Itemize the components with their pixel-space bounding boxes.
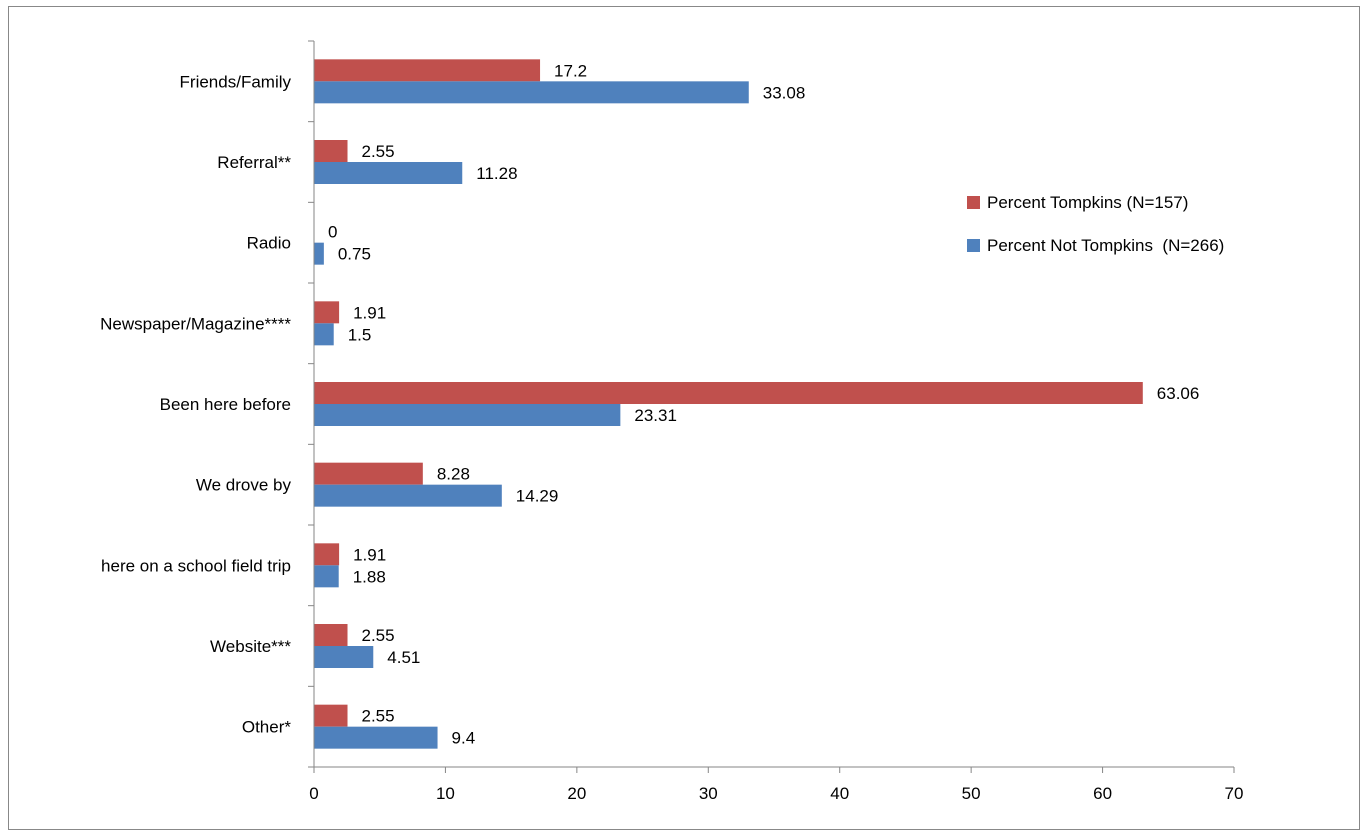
bars-group: 17.2 33.08 2.55 11.28 00.75 1.91 1.5 63.06 23.31…: [314, 59, 1200, 749]
data-label-not-tompkins-5: 14.29: [516, 487, 559, 506]
bar-tompkins-6: [314, 543, 340, 566]
x-tick-label-6: 60: [1093, 784, 1112, 803]
bar-not-tompkins-2: [314, 242, 324, 265]
data-label-tompkins-5: 8.28: [437, 465, 470, 484]
bar-tompkins-0: [314, 59, 541, 82]
data-label-tompkins-4: 63.06: [1157, 384, 1200, 403]
category-label-3: Newspaper/Magazine****: [100, 314, 291, 333]
x-tick-label-1: 10: [436, 784, 455, 803]
x-tick-label-0: 0: [309, 784, 318, 803]
bar-tompkins-4: [314, 382, 1143, 404]
bar-tompkins-8: [314, 704, 348, 727]
bar-not-tompkins-0: [314, 81, 749, 104]
bar-not-tompkins-5: [314, 484, 502, 507]
data-label-not-tompkins-6: 1.88: [353, 567, 386, 586]
bar-not-tompkins-4: [314, 404, 621, 426]
data-label-tompkins-6: 1.91: [353, 545, 386, 564]
legend-label-tompkins: Percent Tompkins (N=157): [987, 193, 1188, 212]
bar-not-tompkins-1: [314, 162, 463, 184]
data-label-not-tompkins-7: 4.51: [387, 648, 420, 667]
category-label-7: Website***: [210, 637, 291, 656]
bar-tompkins-1: [314, 140, 348, 162]
legend-label-not-tompkins: Percent Not Tompkins (N=266): [987, 236, 1224, 255]
data-label-not-tompkins-1: 11.28: [476, 164, 517, 183]
data-label-not-tompkins-0: 33.08: [763, 83, 806, 102]
chart-frame: 17.2 33.08 2.55 11.28 0 0.75 1.91 1.5 63.06 23.31…: [8, 6, 1360, 830]
legend-swatch-tompkins: [967, 196, 980, 209]
data-label-tompkins-8: 2.55: [362, 707, 395, 726]
bar-tompkins-7: [314, 624, 348, 646]
bar-chart: 17.233.082.5511.2800.751.911.563.0623.31…: [100, 40, 1244, 803]
data-label-not-tompkins-4: 23.31: [634, 406, 677, 425]
x-axis: 0 10 20 30 40 50 60 70: [308, 40, 1244, 803]
legend-swatch-not-tompkins: [967, 239, 980, 252]
data-label-tompkins-3: 1.91: [353, 303, 386, 322]
category-label-8: Other*: [242, 718, 292, 737]
category-label-5: We drove by: [196, 476, 292, 495]
bar-not-tompkins-3: [314, 323, 334, 346]
category-labels: Friends/Family Referral** Radio Newspaper/M…: [100, 72, 291, 736]
category-label-4: Been here before: [160, 395, 291, 414]
category-label-0: Friends/Family: [180, 72, 292, 91]
data-label-tompkins-7: 2.55: [362, 626, 395, 645]
bar-tompkins-5: [314, 462, 423, 485]
data-label-tompkins-0: 17.2: [554, 61, 587, 80]
bar-not-tompkins-8: [314, 726, 438, 749]
x-tick-label-5: 50: [962, 784, 981, 803]
bar-not-tompkins-6: [314, 565, 339, 588]
data-label-not-tompkins-2: 0.75: [338, 245, 371, 264]
x-tick-label-7: 70: [1225, 784, 1244, 803]
category-label-6: here on a school field trip: [101, 556, 291, 575]
x-tick-label-2: 20: [567, 784, 586, 803]
data-label-tompkins-1: 2.55: [362, 142, 395, 161]
data-label-not-tompkins-8: 9.4: [452, 729, 476, 748]
bar-tompkins-3: [314, 301, 340, 324]
legend: Percent Tompkins (N=157) Percent Not Tomp…: [967, 193, 1224, 255]
data-label-tompkins-2: 0: [328, 223, 337, 242]
data-label-not-tompkins-3: 1.5: [348, 325, 372, 344]
bar-not-tompkins-7: [314, 646, 374, 668]
x-tick-label-4: 40: [830, 784, 849, 803]
x-tick-label-3: 30: [699, 784, 718, 803]
category-label-1: Referral**: [217, 153, 291, 172]
category-label-2: Radio: [247, 234, 291, 253]
